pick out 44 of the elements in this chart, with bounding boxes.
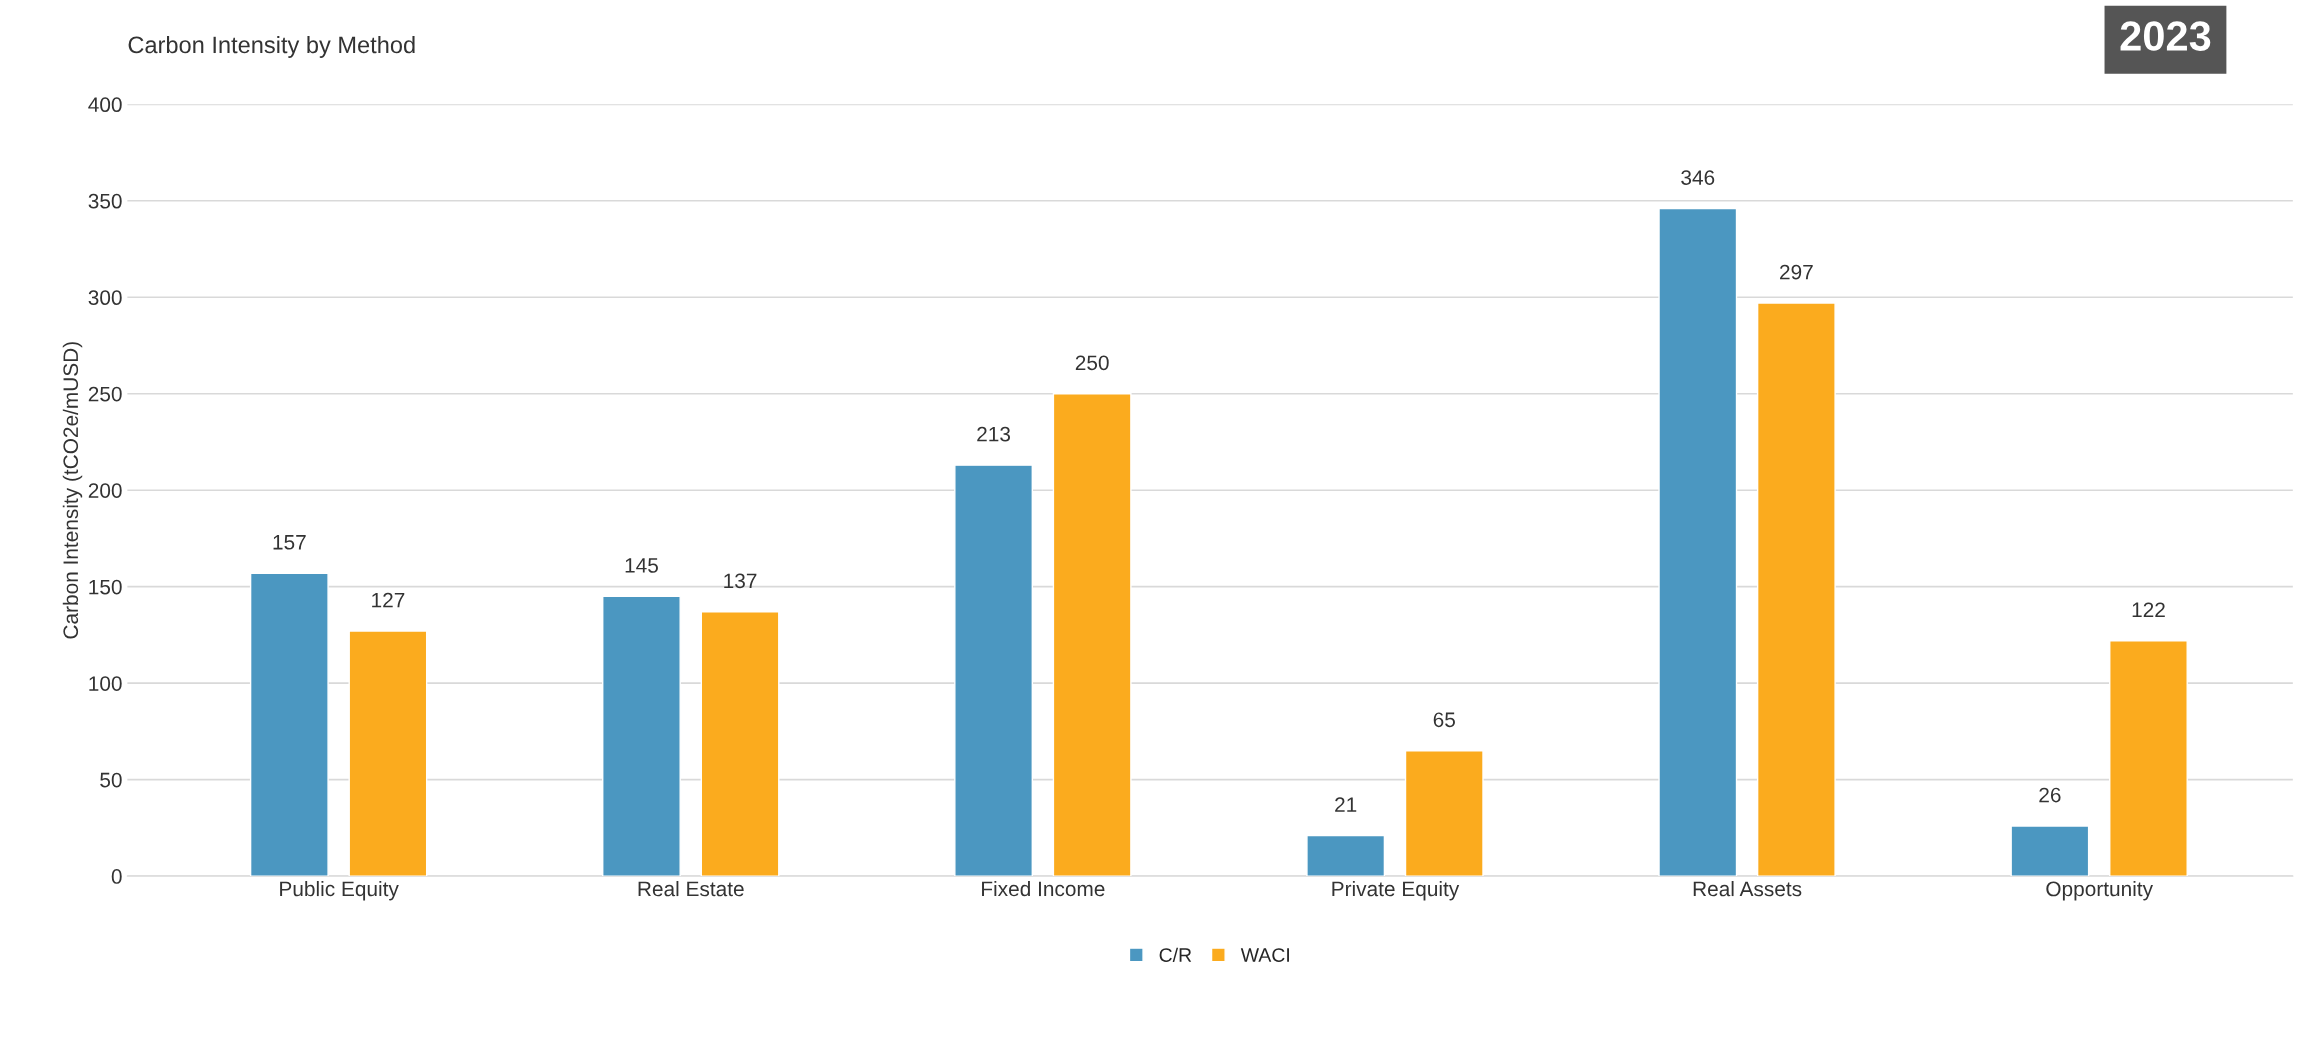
bar [2109, 640, 2188, 877]
data-label: 137 [724, 573, 757, 589]
text: 2023 [2120, 21, 2211, 51]
bar [1306, 834, 1386, 877]
bar [602, 595, 681, 877]
bar [249, 572, 329, 877]
y-axis-title: Carbon Intensity (tCO2e/mUSD) [62, 342, 83, 639]
data-label: 26 [2039, 787, 2061, 803]
data-label: 145 [625, 558, 658, 573]
data-label: 297 [1780, 264, 1813, 280]
data-label: 346 [1681, 170, 1715, 185]
data-label: 250 [1075, 355, 1109, 371]
y-tick-label: 300 [88, 290, 122, 306]
data-label: 122 [2132, 602, 2165, 617]
bar [1052, 393, 1132, 877]
y-tick-label: 0 [111, 869, 122, 884]
data-label: 65 [1433, 712, 1455, 728]
y-tick-label: 150 [89, 579, 122, 595]
bar [1658, 207, 1738, 877]
chart-title: Carbon Intensity by Method [128, 35, 415, 58]
bar [700, 611, 780, 877]
bar [1404, 750, 1484, 877]
legend-label: WACI [1240, 948, 1289, 962]
legend-label: C/R [1159, 947, 1192, 962]
x-tick-label: Fixed Income [982, 880, 1105, 897]
x-tick-label: Private Equity [1332, 880, 1460, 901]
y-tick-label: 50 [100, 772, 122, 788]
bar [954, 464, 1033, 877]
data-label: 21 [1335, 797, 1357, 812]
y-tick-label: 200 [88, 483, 122, 498]
data-label: 157 [273, 535, 306, 550]
x-tick-label: Real Assets [1693, 880, 1802, 897]
x-tick-label: Real Estate [638, 880, 744, 897]
bar [2010, 825, 2090, 877]
y-tick-label: 400 [88, 97, 122, 113]
y-tick-label: 100 [89, 676, 122, 691]
data-label: 127 [372, 592, 405, 608]
y-tick-label: 250 [88, 386, 122, 402]
bar [1756, 302, 1836, 877]
bar [348, 630, 428, 877]
y-tick-label: 350 [88, 193, 122, 209]
x-tick-label: Public Equity [280, 880, 399, 901]
data-label: 213 [977, 426, 1011, 442]
x-tick-label: Opportunity [2046, 880, 2153, 901]
